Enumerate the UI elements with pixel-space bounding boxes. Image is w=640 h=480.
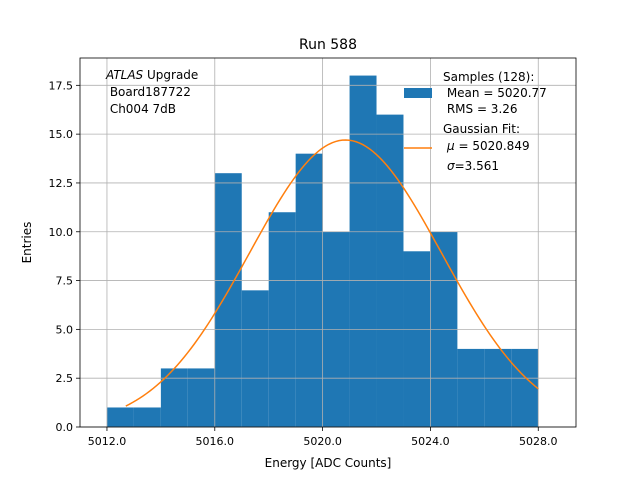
x-tick-label: 5020.0 <box>303 435 342 448</box>
grid-lines <box>80 58 576 428</box>
legend-samples-mean: Mean = 5020.77 <box>443 86 547 100</box>
histogram-bar <box>349 75 377 428</box>
histogram-bar <box>484 348 512 427</box>
legend: Samples (128): Mean = 5020.77 RMS = 3.26… <box>404 70 547 173</box>
legend-samples-title: Samples (128): <box>443 70 534 84</box>
x-tick-label: 5016.0 <box>196 435 235 448</box>
y-tick-label: 0.0 <box>56 421 74 434</box>
y-tick-label: 10.0 <box>49 226 74 239</box>
histogram-bar <box>457 348 485 427</box>
gaussian-fit-curve <box>125 139 539 407</box>
legend-fit-mu: μ = 5020.849 <box>446 139 530 153</box>
histogram-bar <box>241 290 269 427</box>
x-axis-ticks: 5012.0 5016.0 5020.0 5024.0 5028.0 <box>88 427 558 448</box>
x-tick-label: 5024.0 <box>411 435 450 448</box>
mu-value: = 5020.849 <box>455 139 530 153</box>
histogram-bar <box>133 407 161 427</box>
histogram-bar <box>295 153 323 427</box>
y-tick-label: 12.5 <box>49 177 74 190</box>
upgrade-label: Upgrade <box>143 68 198 82</box>
y-axis-ticks: 0.0 2.5 5.0 7.5 10.0 12.5 15.0 17.5 <box>49 79 80 434</box>
sigma-value: =3.561 <box>455 159 499 173</box>
y-tick-label: 2.5 <box>56 372 74 385</box>
annotation-text: ATLAS Upgrade Board187722 Ch004 7dB <box>105 68 198 116</box>
annotation-line-atlas: ATLAS Upgrade <box>105 68 198 82</box>
x-tick-label: 5012.0 <box>88 435 127 448</box>
y-tick-label: 17.5 <box>49 79 74 92</box>
mu-symbol: μ <box>446 139 455 153</box>
histogram-bar <box>214 173 242 427</box>
atlas-label: ATLAS <box>105 68 144 82</box>
histogram-bar <box>376 114 404 427</box>
histogram-bar <box>268 212 296 427</box>
y-tick-label: 7.5 <box>56 275 74 288</box>
histogram-bar <box>187 368 215 427</box>
y-tick-label: 15.0 <box>49 128 74 141</box>
chart-title: Run 588 <box>299 37 357 53</box>
legend-fit-title: Gaussian Fit: <box>443 122 520 136</box>
plot-frame <box>79 57 577 428</box>
legend-samples-rms: RMS = 3.26 <box>443 102 518 116</box>
y-tick-label: 5.0 <box>56 323 74 336</box>
legend-fit-sigma: σ=3.561 <box>447 159 499 173</box>
x-tick-label: 5028.0 <box>519 435 558 448</box>
annotation-line-board: Board187722 <box>106 85 191 99</box>
annotation-line-channel: Ch004 7dB <box>106 102 176 116</box>
histogram-bar <box>106 407 134 427</box>
histogram-bar <box>511 348 539 427</box>
y-axis-label: Entries <box>20 222 34 264</box>
sigma-symbol: σ <box>447 159 455 173</box>
x-axis-label: Energy [ADC Counts] <box>265 456 392 470</box>
legend-samples-swatch <box>404 88 432 98</box>
histogram-bar <box>403 251 431 427</box>
